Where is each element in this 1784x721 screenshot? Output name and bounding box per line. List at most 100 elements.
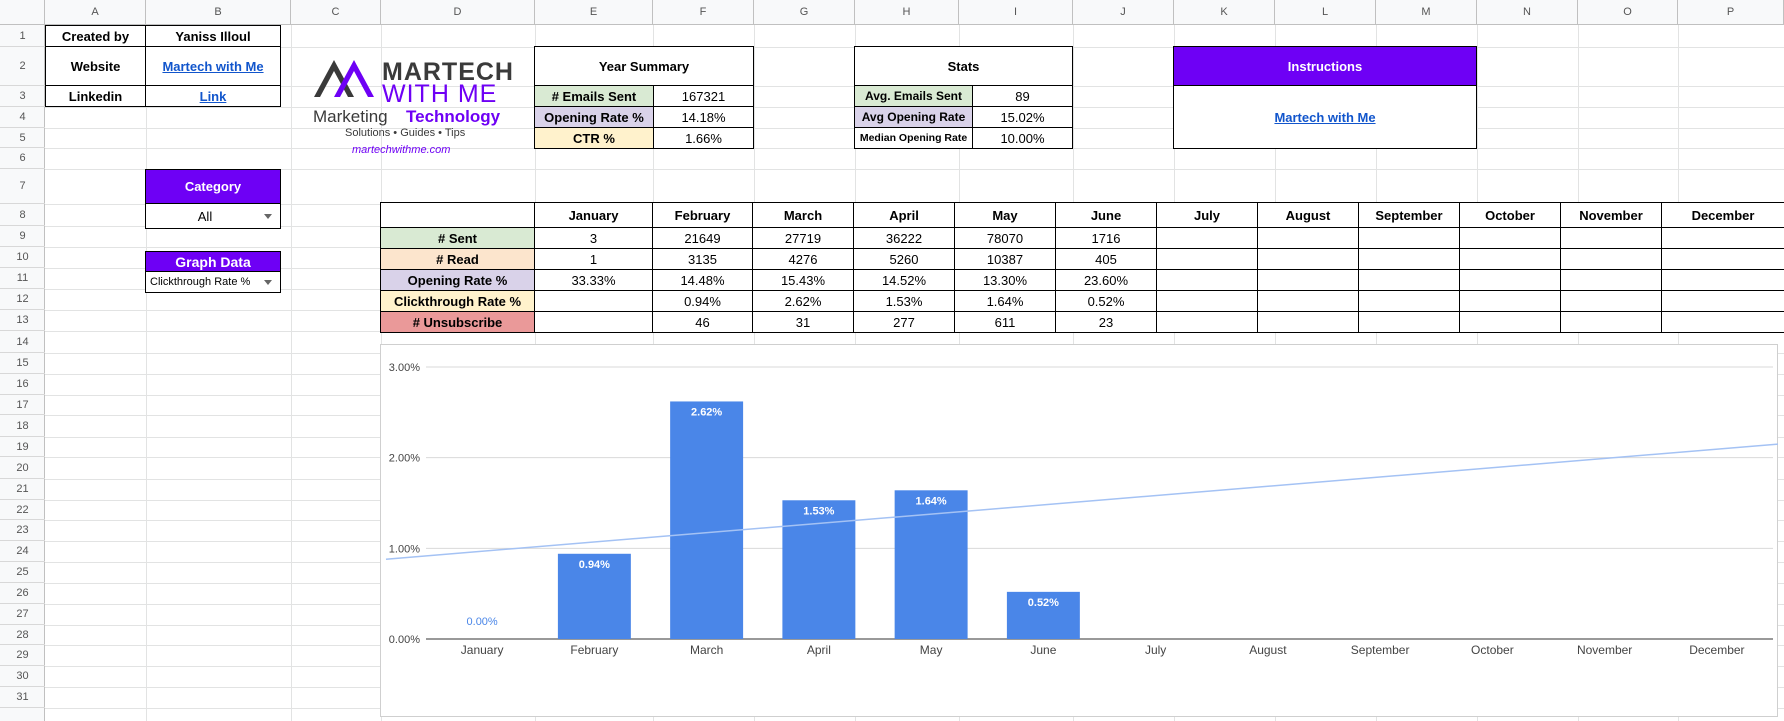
row-header-30[interactable]: 30 — [0, 666, 45, 687]
table-cell[interactable]: 13.30% — [954, 269, 1056, 291]
row-header-16[interactable]: 16 — [0, 374, 45, 395]
row-header-29[interactable]: 29 — [0, 645, 45, 666]
table-cell[interactable] — [1358, 290, 1460, 312]
table-cell[interactable] — [1459, 290, 1561, 312]
table-cell[interactable] — [1358, 269, 1460, 291]
graph-data-dropdown[interactable]: Clickthrough Rate % — [145, 271, 281, 293]
table-cell[interactable] — [1661, 248, 1784, 270]
row-header-4[interactable]: 4 — [0, 107, 45, 128]
column-header-p[interactable]: P — [1678, 0, 1784, 25]
linkedin-link[interactable]: Link — [199, 88, 227, 104]
row-header-25[interactable]: 25 — [0, 562, 45, 583]
category-dropdown[interactable]: All — [145, 203, 281, 229]
table-cell[interactable]: 0.94% — [652, 290, 753, 312]
table-cell[interactable] — [1257, 269, 1359, 291]
column-header-i[interactable]: I — [959, 0, 1073, 25]
table-cell[interactable] — [1661, 269, 1784, 291]
row-header-15[interactable]: 15 — [0, 353, 45, 374]
row-header-31[interactable]: 31 — [0, 687, 45, 708]
table-cell[interactable] — [1257, 311, 1359, 333]
table-cell[interactable]: 10387 — [954, 248, 1056, 270]
table-cell[interactable] — [1257, 248, 1359, 270]
row-header-24[interactable]: 24 — [0, 541, 45, 562]
table-cell[interactable] — [1459, 227, 1561, 249]
table-cell[interactable]: 5260 — [853, 248, 955, 270]
table-cell[interactable] — [1560, 269, 1662, 291]
select-all-corner[interactable] — [0, 0, 45, 25]
table-cell[interactable] — [1156, 269, 1258, 291]
table-cell[interactable]: 1.64% — [954, 290, 1056, 312]
table-cell[interactable]: 21649 — [652, 227, 753, 249]
table-cell[interactable] — [1257, 227, 1359, 249]
table-cell[interactable] — [1358, 227, 1460, 249]
table-cell[interactable] — [1560, 290, 1662, 312]
column-header-l[interactable]: L — [1275, 0, 1376, 25]
table-cell[interactable] — [1358, 311, 1460, 333]
row-header-14[interactable]: 14 — [0, 331, 45, 353]
table-cell[interactable] — [534, 290, 653, 312]
row-header-6[interactable]: 6 — [0, 148, 45, 169]
table-cell[interactable]: 36222 — [853, 227, 955, 249]
row-header-2[interactable]: 2 — [0, 47, 45, 86]
column-header-a[interactable]: A — [45, 0, 146, 25]
table-cell[interactable]: 15.43% — [752, 269, 854, 291]
table-cell[interactable] — [1661, 311, 1784, 333]
column-header-o[interactable]: O — [1578, 0, 1678, 25]
table-cell[interactable]: 1.53% — [853, 290, 955, 312]
table-cell[interactable] — [1560, 227, 1662, 249]
row-header-21[interactable]: 21 — [0, 479, 45, 500]
column-header-j[interactable]: J — [1073, 0, 1174, 25]
row-header-18[interactable]: 18 — [0, 415, 45, 437]
table-cell[interactable]: 0.52% — [1055, 290, 1157, 312]
table-cell[interactable]: 277 — [853, 311, 955, 333]
table-cell[interactable]: 14.48% — [652, 269, 753, 291]
table-cell[interactable] — [1661, 290, 1784, 312]
table-cell[interactable]: 46 — [652, 311, 753, 333]
row-header-20[interactable]: 20 — [0, 457, 45, 479]
row-header-11[interactable]: 11 — [0, 268, 45, 289]
table-cell[interactable]: 405 — [1055, 248, 1157, 270]
table-cell[interactable]: 27719 — [752, 227, 854, 249]
row-header-28[interactable]: 28 — [0, 625, 45, 645]
column-header-g[interactable]: G — [754, 0, 855, 25]
table-cell[interactable]: 3135 — [652, 248, 753, 270]
column-header-f[interactable]: F — [653, 0, 754, 25]
column-header-b[interactable]: B — [146, 0, 291, 25]
table-cell[interactable]: 78070 — [954, 227, 1056, 249]
column-header-m[interactable]: M — [1376, 0, 1477, 25]
table-cell[interactable]: 4276 — [752, 248, 854, 270]
row-header-1[interactable]: 1 — [0, 25, 45, 47]
instructions-link[interactable]: Martech with Me — [1274, 109, 1376, 125]
table-cell[interactable]: 23.60% — [1055, 269, 1157, 291]
row-header-19[interactable]: 19 — [0, 437, 45, 457]
row-header-12[interactable]: 12 — [0, 289, 45, 310]
column-header-k[interactable]: K — [1174, 0, 1275, 25]
table-cell[interactable] — [1459, 311, 1561, 333]
table-cell[interactable]: 1716 — [1055, 227, 1157, 249]
table-cell[interactable] — [1459, 248, 1561, 270]
row-header-3[interactable]: 3 — [0, 86, 45, 107]
column-header-c[interactable]: C — [291, 0, 381, 25]
table-cell[interactable] — [1560, 311, 1662, 333]
table-cell[interactable] — [1459, 269, 1561, 291]
table-cell[interactable] — [1358, 248, 1460, 270]
table-cell[interactable] — [534, 311, 653, 333]
table-cell[interactable] — [1661, 227, 1784, 249]
table-cell[interactable]: 14.52% — [853, 269, 955, 291]
table-cell[interactable]: 611 — [954, 311, 1056, 333]
column-header-d[interactable]: D — [381, 0, 535, 25]
table-cell[interactable]: 33.33% — [534, 269, 653, 291]
row-header-9[interactable]: 9 — [0, 226, 45, 247]
table-cell[interactable]: 1 — [534, 248, 653, 270]
row-header-13[interactable]: 13 — [0, 310, 45, 331]
row-header-22[interactable]: 22 — [0, 500, 45, 520]
column-header-e[interactable]: E — [535, 0, 653, 25]
table-cell[interactable]: 2.62% — [752, 290, 854, 312]
table-cell[interactable] — [1257, 290, 1359, 312]
table-cell[interactable]: 3 — [534, 227, 653, 249]
table-cell[interactable] — [1156, 248, 1258, 270]
table-cell[interactable] — [1156, 227, 1258, 249]
table-cell[interactable]: 23 — [1055, 311, 1157, 333]
row-header-7[interactable]: 7 — [0, 169, 45, 204]
row-header-17[interactable]: 17 — [0, 395, 45, 415]
